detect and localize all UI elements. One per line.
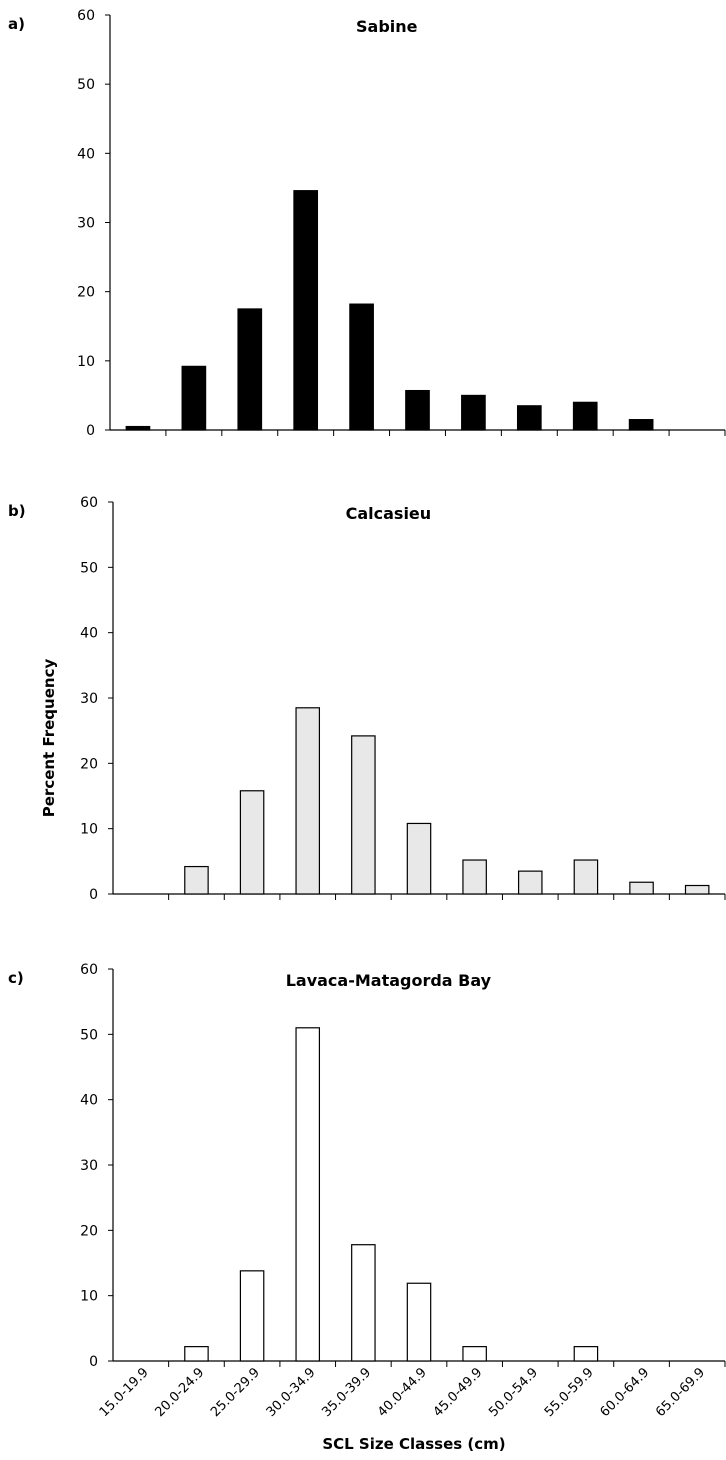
y-tick-label: 30 [80, 1158, 98, 1174]
bar-45.0-49.9 [462, 859, 487, 895]
bar-55.0-59.9 [572, 401, 598, 431]
bar-55.0-59.9 [573, 1346, 599, 1362]
y-tick-label: 10 [80, 1289, 98, 1305]
bar-35.0-39.9 [349, 303, 374, 431]
bar-35.0-39.9 [351, 735, 376, 895]
bar-60.0-64.9 [628, 419, 654, 431]
panel-letter: a) [8, 15, 25, 33]
x-tick-label: 45.0-49.9 [431, 1365, 486, 1420]
panel-letter: c) [8, 969, 24, 987]
y-tick-label: 60 [77, 8, 95, 24]
panel-3: 0 10 20 30 40 50 60 Lavaca-Matagorda Bay c) 15.0-… [8, 962, 726, 1420]
y-tick-label: 60 [80, 495, 98, 511]
x-tick-label: 30.0-34.9 [264, 1365, 319, 1420]
y-tick-label: 40 [80, 626, 98, 642]
panel-title: Sabine [356, 17, 418, 36]
bar-20.0-24.9 [184, 865, 209, 895]
bar-45.0-49.9 [461, 394, 486, 431]
bar-40.0-44.9 [406, 1282, 432, 1362]
bar-35.0-39.9 [351, 1244, 376, 1362]
bar-60.0-64.9 [629, 881, 654, 895]
panel-title: Calcasieu [346, 504, 432, 523]
y-tick-label: 30 [80, 691, 98, 707]
y-tick-label: 60 [80, 962, 98, 978]
panel-2: 0 10 20 30 40 50 60 Calcasieu b) [8, 495, 726, 903]
x-tick-label: 15.0-19.9 [97, 1365, 152, 1420]
x-tick-label: 60.0-64.9 [598, 1365, 653, 1420]
y-tick-label: 20 [77, 285, 95, 301]
bar-45.0-49.9 [462, 1346, 487, 1362]
x-tick-label: 65.0-69.9 [653, 1365, 708, 1420]
y-tick-label: 10 [80, 822, 98, 838]
bar-30.0-34.9 [295, 1027, 321, 1362]
bar-25.0-29.9 [239, 790, 265, 895]
x-tick-label: 25.0-29.9 [208, 1365, 263, 1420]
panels: 0 10 20 30 40 50 60 Sabine a) 0 10 20 30 40 50 60 Calcas… [8, 8, 726, 1420]
bar-30.0-34.9 [295, 707, 321, 895]
y-tick-label: 50 [80, 560, 98, 576]
y-tick-label: 40 [80, 1093, 98, 1109]
y-tick-label: 30 [77, 216, 95, 232]
bar-25.0-29.9 [237, 308, 263, 431]
bar-50.0-54.9 [516, 405, 542, 431]
y-tick-label: 0 [89, 887, 98, 903]
bar-20.0-24.9 [184, 1346, 209, 1362]
bar-20.0-24.9 [181, 365, 207, 431]
bar-15.0-19.9 [125, 425, 151, 431]
x-tick-label: 40.0-44.9 [375, 1365, 430, 1420]
y-tick-label: 40 [77, 146, 95, 162]
y-tick-label: 50 [80, 1027, 98, 1043]
bar-30.0-34.9 [293, 190, 319, 431]
x-tick-label: 50.0-54.9 [486, 1365, 541, 1420]
y-tick-label: 0 [89, 1354, 98, 1370]
bar-50.0-54.9 [517, 870, 543, 895]
y-tick-label: 0 [86, 423, 95, 439]
panel-1: 0 10 20 30 40 50 60 Sabine a) [8, 8, 726, 439]
bar-55.0-59.9 [573, 859, 599, 895]
y-axis-title: Percent Frequency [40, 659, 58, 818]
y-tick-label: 20 [80, 756, 98, 772]
y-tick-label: 50 [77, 77, 95, 93]
bar-40.0-44.9 [405, 389, 430, 431]
panel-letter: b) [8, 502, 26, 520]
y-tick-label: 20 [80, 1223, 98, 1239]
x-tick-label: 55.0-59.9 [542, 1365, 597, 1420]
bar-25.0-29.9 [239, 1270, 265, 1362]
x-axis-title: SCL Size Classes (cm) [322, 1435, 505, 1453]
bar-65.0-69.9 [684, 884, 710, 895]
x-tick-label: 35.0-39.9 [319, 1365, 374, 1420]
panel-title: Lavaca-Matagorda Bay [286, 971, 492, 990]
y-tick-label: 10 [77, 354, 95, 370]
bar-40.0-44.9 [406, 822, 432, 895]
x-tick-label: 20.0-24.9 [152, 1365, 207, 1420]
